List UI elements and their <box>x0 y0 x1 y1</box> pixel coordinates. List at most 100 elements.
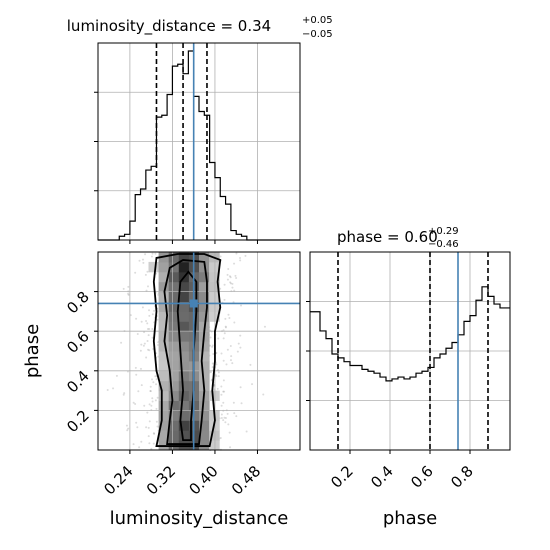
density-cell <box>168 271 180 283</box>
histogram-steps <box>310 286 510 382</box>
density-cell <box>178 420 190 431</box>
sample-point <box>233 321 236 324</box>
density-cell <box>178 281 190 293</box>
density-cell <box>158 400 170 411</box>
density-cell <box>199 271 210 283</box>
density-cell <box>168 380 180 392</box>
sample-point <box>237 342 240 345</box>
sample-point <box>217 371 220 374</box>
sample-point <box>120 341 123 344</box>
density-cell <box>178 311 190 322</box>
sample-point <box>224 421 227 424</box>
sample-point <box>222 379 225 382</box>
sample-point <box>139 367 142 370</box>
sample-point <box>226 273 229 276</box>
sample-point <box>129 314 132 317</box>
density-cell <box>168 430 180 441</box>
density-cell <box>158 370 170 382</box>
sample-point <box>140 320 143 323</box>
sample-point <box>154 375 157 378</box>
grid-lines <box>310 252 510 450</box>
density-cell <box>158 420 170 431</box>
y-tick-label-2: 0.6 <box>63 327 93 357</box>
density-cell <box>168 390 180 401</box>
density-cell <box>178 341 190 352</box>
density-cell <box>209 291 220 302</box>
sample-point <box>239 346 242 349</box>
density-cell <box>199 370 210 382</box>
sample-point <box>226 412 229 415</box>
contour-level-0 <box>152 253 222 447</box>
sample-point <box>229 345 232 348</box>
sample-point <box>150 447 153 450</box>
sample-point <box>142 258 145 261</box>
y-tick-label-0: 0.2 <box>63 407 93 437</box>
sample-point <box>122 393 125 396</box>
sample-point <box>245 430 248 433</box>
sample-point <box>125 424 128 427</box>
sample-point <box>147 348 150 351</box>
phase-histogram-panel: 0.2 0.4 0.6 0.8 phase = 0.60+0.29 −0.46 <box>306 226 511 492</box>
sample-point <box>155 383 158 386</box>
sample-point <box>148 309 151 312</box>
sample-point <box>215 351 218 354</box>
sample-point <box>229 446 232 449</box>
density-cell <box>168 420 180 431</box>
density-cell <box>178 301 190 312</box>
sample-point <box>153 309 156 312</box>
density-cell <box>209 301 220 312</box>
sample-point <box>234 274 237 277</box>
grid-lines <box>98 43 300 240</box>
y-axis-label-phase: phase <box>22 324 43 378</box>
sample-point <box>219 437 222 440</box>
sample-point <box>223 390 226 393</box>
sample-point <box>147 334 150 337</box>
sample-point <box>219 255 222 258</box>
sample-point <box>144 273 147 276</box>
density-cell <box>199 252 210 263</box>
title-luminosity-distance: luminosity_distance = 0.34 <box>67 17 271 36</box>
density-cell <box>168 281 180 293</box>
density-cell <box>168 301 180 312</box>
sample-point <box>138 446 141 449</box>
sample-point <box>223 332 226 335</box>
title-sub-phase: −0.46 <box>428 239 459 250</box>
sample-point <box>145 320 148 323</box>
sample-point <box>262 393 265 396</box>
sample-point <box>222 419 225 422</box>
density-cell <box>168 311 180 322</box>
title-phase: phase = 0.60 <box>337 228 438 246</box>
density-cell <box>199 311 210 322</box>
sample-point <box>150 404 153 407</box>
sample-point <box>209 336 212 339</box>
density-cell <box>178 430 190 441</box>
density-cell <box>199 360 210 372</box>
sample-point <box>235 415 238 418</box>
density-cell <box>158 321 170 332</box>
sample-point <box>228 316 231 319</box>
sample-point <box>232 401 235 404</box>
density-cell <box>158 430 170 441</box>
sample-point <box>223 416 226 419</box>
density-cell <box>168 370 180 382</box>
density-cell <box>178 291 190 302</box>
sample-point <box>146 285 149 288</box>
y-tick-label-1: 0.4 <box>63 367 93 397</box>
density-cell <box>168 331 180 342</box>
sample-point <box>220 404 223 407</box>
sample-point <box>224 417 227 420</box>
x-tick-label-1: 0.4 <box>367 462 397 492</box>
sample-point <box>106 389 109 392</box>
density-cell <box>178 331 190 342</box>
sample-point <box>156 318 159 321</box>
sample-point <box>152 432 155 435</box>
sample-point <box>222 337 225 340</box>
density-cell <box>199 291 210 302</box>
density-cell <box>178 390 190 401</box>
x-tick-label-0: 0.24 <box>100 462 136 498</box>
sample-point <box>155 378 158 381</box>
sample-point <box>151 378 154 381</box>
sample-point <box>229 359 232 362</box>
x-tick-label-3: 0.8 <box>447 462 477 492</box>
sample-point <box>151 328 154 331</box>
